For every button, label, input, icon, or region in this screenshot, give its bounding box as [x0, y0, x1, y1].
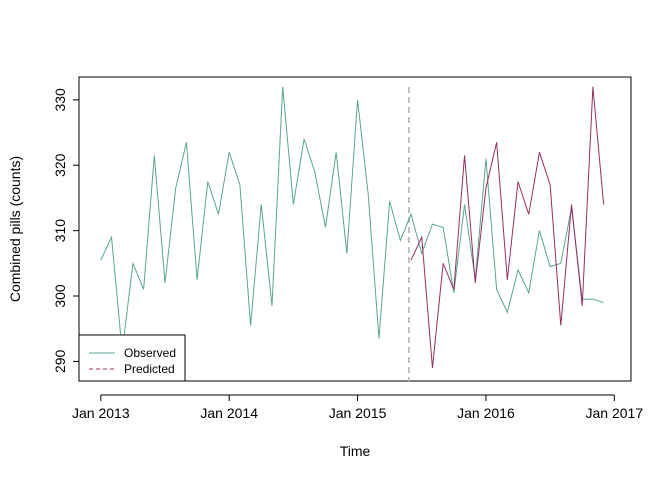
y-tick-label: 290 — [52, 349, 68, 373]
series-line-observed — [100, 86, 604, 352]
y-axis: 290 300 310 320 330 — [52, 88, 80, 373]
x-tick-label: Jan 2013 — [72, 405, 130, 421]
x-axis: Jan 2013 Jan 2014 Jan 2015 Jan 2016 Jan 2017 — [72, 394, 644, 421]
x-tick-label: Jan 2015 — [329, 405, 387, 421]
y-tick-label: 310 — [52, 219, 68, 243]
x-tick-label: Jan 2016 — [457, 405, 515, 421]
x-axis-title: Time — [340, 443, 371, 459]
y-axis-title: Combined pills (counts) — [7, 156, 23, 302]
legend-box — [78, 334, 186, 382]
series-layer — [100, 86, 605, 368]
x-tick-label: Jan 2014 — [200, 405, 258, 421]
y-tick-label: 320 — [52, 153, 68, 177]
x-tick-label: Jan 2017 — [586, 405, 644, 421]
y-tick-label: 300 — [52, 284, 68, 308]
legend-label-observed: Observed — [124, 346, 176, 360]
legend-label-predicted: Predicted — [124, 362, 175, 376]
y-tick-label: 330 — [52, 88, 68, 112]
series-line-predicted — [410, 86, 605, 368]
legend: Observed Predicted — [78, 334, 186, 382]
